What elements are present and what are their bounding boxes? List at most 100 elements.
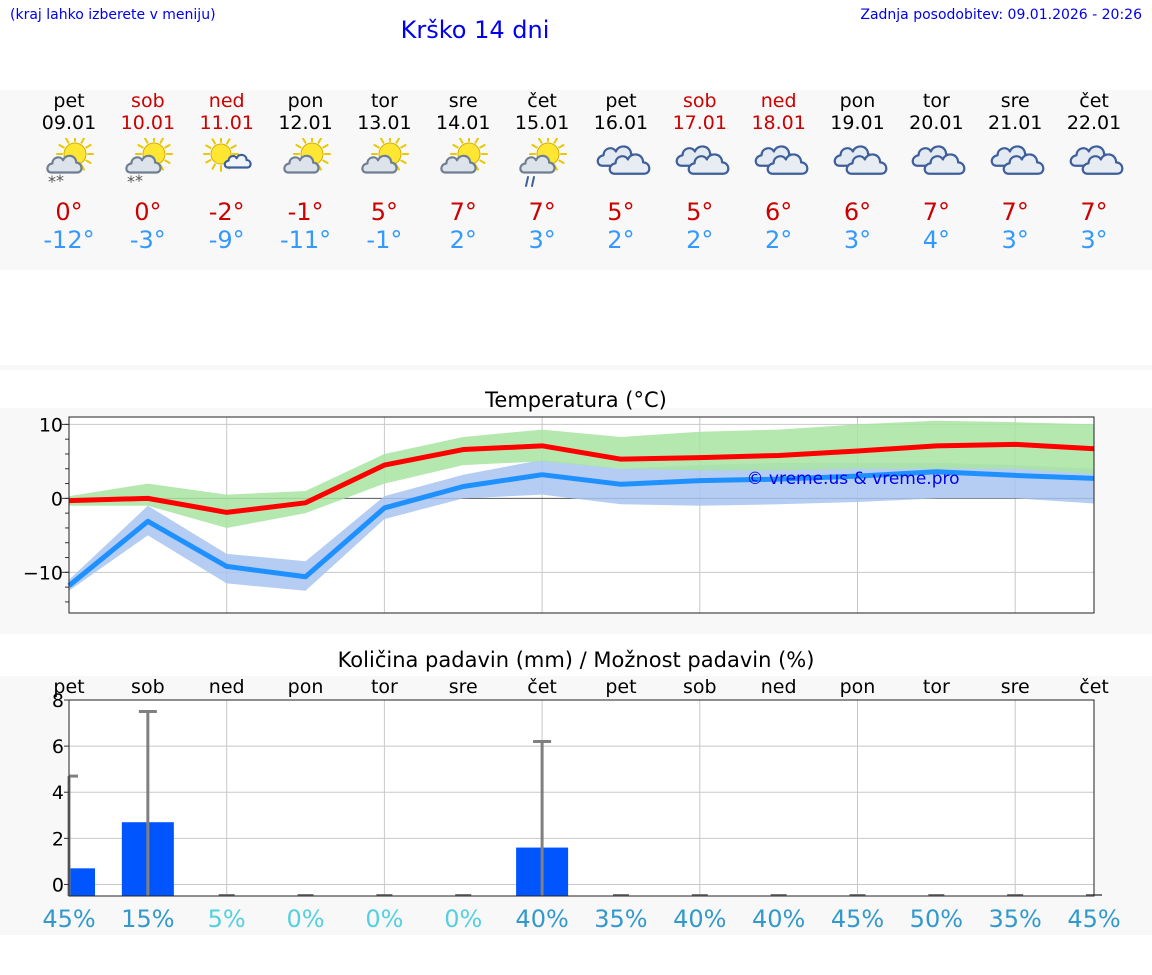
x-tick-label: pet: [605, 676, 636, 698]
day-name: pon: [287, 90, 324, 112]
max-temperature: 7°: [1001, 198, 1029, 226]
precipitation-probability: 40%: [673, 905, 727, 933]
day-date: 15.01: [514, 112, 570, 134]
min-temperature: 2°: [765, 226, 793, 254]
day-column: tor 13.01 5° -1°: [344, 90, 424, 254]
x-tick-label: sob: [131, 676, 165, 698]
min-temperature: -11°: [279, 226, 332, 254]
day-column: pet 16.01 5° 2°: [581, 90, 661, 254]
day-name: ned: [760, 90, 797, 112]
max-temperature: 0°: [134, 198, 162, 226]
weather-icon: [990, 145, 1045, 175]
x-tick-label: tor: [923, 676, 950, 698]
day-date: 21.01: [987, 112, 1043, 134]
min-temperature: 2°: [449, 226, 477, 254]
weather-icon: [202, 138, 252, 172]
precipitation-probability: 45%: [830, 905, 885, 933]
precipitation-plot-area: [69, 700, 1094, 896]
day-column: pon 19.01 6° 3°: [818, 90, 898, 254]
weather-icon: * *: [125, 138, 173, 190]
cloud-icon: [46, 154, 83, 174]
precipitation-bar: [69, 868, 95, 896]
svg-text:*: *: [56, 171, 64, 190]
x-tick-label: pon: [288, 676, 324, 698]
snow-icon: * *: [48, 171, 64, 190]
day-date: 18.01: [751, 112, 806, 134]
day-column: pet 09.01 * * 0° -12°: [29, 90, 109, 254]
day-name: čet: [527, 90, 557, 112]
y-tick-label: 8: [52, 690, 64, 712]
y-tick-label: 0: [52, 874, 64, 896]
x-tick-label: ned: [209, 676, 245, 698]
snow-icon: * *: [127, 171, 143, 190]
day-name: tor: [370, 90, 398, 112]
x-tick-label: čet: [1079, 676, 1109, 698]
day-date: 10.01: [120, 112, 176, 134]
day-date: 12.01: [278, 112, 333, 134]
weather-icon: [519, 138, 568, 187]
day-column: sre 21.01 7° 3°: [975, 90, 1055, 254]
x-tick-label: sob: [683, 676, 717, 698]
day-name: pet: [53, 90, 85, 112]
temperature-plot-frame: [68, 416, 1095, 614]
max-temperature: 5°: [686, 198, 714, 226]
day-date: 14.01: [436, 112, 491, 134]
svg-text:*: *: [48, 172, 56, 190]
max-temperature: -2°: [208, 198, 245, 226]
min-temperature: -9°: [208, 226, 245, 254]
day-column: tor 20.01 7° 4°: [896, 90, 976, 254]
precipitation-probability: 0%: [365, 905, 404, 933]
max-temperature: 7°: [528, 198, 556, 226]
day-name: pon: [839, 90, 876, 112]
y-tick-label: 2: [52, 828, 64, 850]
day-column: pon 12.01 -1° -11°: [266, 90, 346, 254]
x-tick-label: pet: [53, 676, 84, 698]
max-temperature: 5°: [607, 198, 635, 226]
day-column: sre 14.01 7° 2°: [423, 90, 503, 254]
cloud-icon: [223, 153, 252, 169]
weather-icon: [911, 145, 966, 175]
max-temperature: 6°: [843, 198, 872, 226]
weather-icon: [833, 145, 887, 175]
min-temperature: -3°: [129, 226, 166, 254]
max-temperature-line: [68, 441, 1095, 515]
weather-icon: [1069, 145, 1124, 175]
cloud-icon: [766, 153, 809, 175]
precipitation-probability: 45%: [42, 905, 96, 933]
rain-icon: [525, 176, 536, 187]
cloud-icon: [923, 153, 966, 175]
watermark: © vreme.us & vreme.pro: [746, 469, 959, 489]
min-temperature: 3°: [528, 226, 556, 254]
svg-text:*: *: [135, 171, 143, 190]
temperature-chart: 10 0 −10 © vreme.us & vreme.pro: [23, 414, 1095, 614]
precipitation-probability: 0%: [286, 905, 325, 933]
x-tick-label: sre: [1001, 676, 1030, 698]
precipitation-probability: 0%: [444, 905, 483, 933]
day-date: 19.01: [830, 112, 885, 134]
y-tick-label: 4: [52, 782, 64, 804]
max-temperature: 7°: [1080, 198, 1108, 226]
min-temperature-line: [67, 469, 1095, 588]
y-tick-label: −10: [23, 562, 63, 584]
cloud-icon: [687, 153, 730, 175]
cloud-icon: [282, 154, 320, 174]
min-temperature: 3°: [1080, 226, 1108, 254]
max-temperature-band: [69, 420, 1095, 528]
precipitation-probability: 35%: [988, 905, 1042, 933]
precipitation-probability: 50%: [909, 905, 964, 933]
cloud-icon: [845, 153, 887, 175]
day-date: 20.01: [909, 112, 964, 134]
precipitation-plot-frame: [68, 699, 1095, 897]
day-column: ned 11.01 -2° -9°: [187, 90, 267, 254]
y-tick-label: 0: [51, 488, 63, 510]
min-temperature: 4°: [922, 226, 950, 254]
y-tick-label: 10: [39, 414, 63, 436]
day-column: čet 22.01 7° 3°: [1054, 90, 1134, 254]
daily-forecast: pet 09.01 * * 0° -12° sob 10.01 * * 0° -3° ned 11.01-…: [0, 90, 1152, 270]
min-temperature: 3°: [1001, 226, 1029, 254]
day-name: sre: [448, 90, 478, 112]
forecast-band: [0, 90, 1152, 270]
weather-icon: * *: [46, 138, 94, 190]
temperature-chart-title: Temperatura (°C): [485, 388, 667, 412]
weather-icon: [440, 138, 489, 174]
